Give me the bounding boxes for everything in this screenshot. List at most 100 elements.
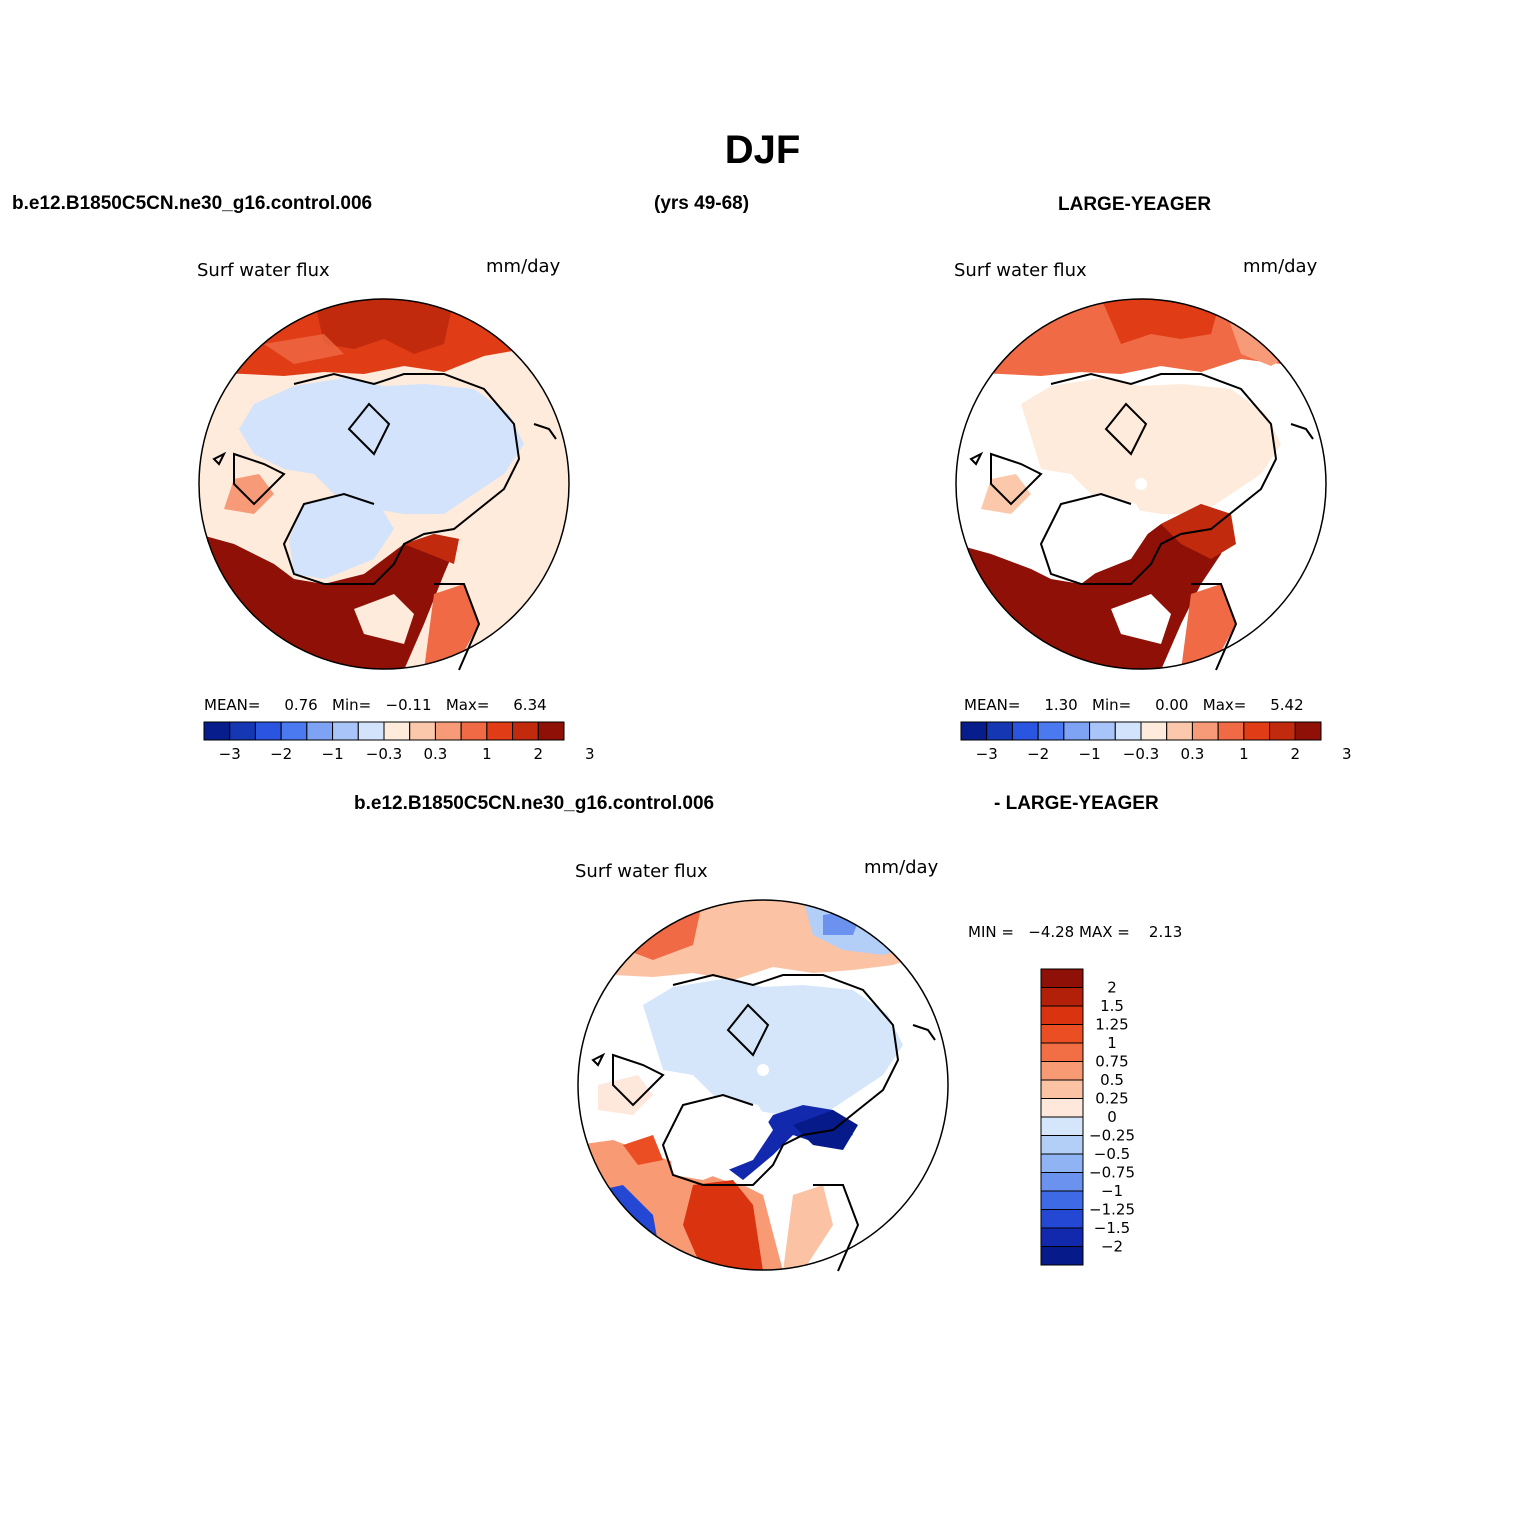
colorbar-tick-label: −0.5 <box>1094 1145 1130 1163</box>
colorbar-tick-label: 0 <box>1107 1108 1117 1126</box>
colorbar-swatch <box>1294 721 1322 741</box>
colorbar-swatch <box>1063 721 1091 741</box>
colorbar-swatch <box>203 721 231 741</box>
min-value: −4.28 <box>1028 923 1075 941</box>
colorbar-tick-label: 2 <box>1107 979 1117 997</box>
figure-title: DJF <box>724 128 801 172</box>
colorbar-swatch <box>1040 968 1084 988</box>
colorbar-tick-label: 1 <box>1107 1034 1117 1052</box>
colorbar-swatch <box>1040 987 1084 1007</box>
colorbar-swatch <box>1040 1246 1084 1266</box>
variable-label: Surf water flux <box>197 260 330 281</box>
colorbar-swatch <box>1166 721 1193 741</box>
colorbar-swatch <box>306 721 334 741</box>
colorbar-tick-label: 0.3 <box>423 745 447 763</box>
colorbar-swatch <box>254 721 282 741</box>
colorbar-swatch <box>1269 721 1296 741</box>
min-label: Min= <box>1092 696 1132 714</box>
colorbar-swatch <box>1040 1209 1084 1229</box>
mean-label: MEAN= <box>964 696 1021 714</box>
colorbar-swatch <box>1243 721 1271 741</box>
colorbar-tick-label: 2 <box>1291 745 1301 763</box>
colorbar-swatch <box>229 721 256 741</box>
max-label: MAX = <box>1079 923 1130 941</box>
colorbar-obs: −3 −2 −1 −0.3 0.3 1 2 3 <box>960 721 1351 763</box>
colorbar-tick-label: 1.5 <box>1100 997 1124 1015</box>
colorbar-swatch <box>537 721 565 741</box>
colorbar-swatch <box>1040 1153 1084 1173</box>
polar-map-obs <box>955 298 1327 671</box>
colorbar-swatch <box>434 721 462 741</box>
colorbar-tick-label: 1 <box>482 745 492 763</box>
units-label: mm/day <box>1243 256 1318 277</box>
colorbar-swatch <box>1040 1116 1084 1136</box>
diff-case-label: b.e12.B1850C5CN.ne30_g16.control.006 <box>354 793 715 814</box>
colorbar-tick-label: 0.25 <box>1095 1090 1128 1108</box>
max-value: 6.34 <box>513 696 547 714</box>
colorbar-tick-label: −2 <box>270 745 292 763</box>
colorbar-swatch <box>1040 1005 1084 1025</box>
colorbar-tick-label: −1.5 <box>1094 1219 1130 1237</box>
colorbar-tick-label: 3 <box>585 745 595 763</box>
colorbar-tick-label: 0.75 <box>1095 1053 1128 1071</box>
colorbar-swatch <box>1089 721 1116 741</box>
colorbar-swatch <box>986 721 1013 741</box>
colorbar-swatch <box>1140 721 1168 741</box>
case-label: b.e12.B1850C5CN.ne30_g16.control.006 <box>12 193 373 214</box>
colorbar-swatch <box>1040 1190 1084 1210</box>
variable-label: Surf water flux <box>575 861 708 882</box>
colorbar-tick-label: −3 <box>976 745 998 763</box>
colorbar-tick-label: −2 <box>1101 1238 1123 1256</box>
colorbar-swatch <box>409 721 436 741</box>
colorbar-tick-label: −0.75 <box>1089 1164 1135 1182</box>
diff-obs-label: - LARGE-YEAGER <box>994 793 1159 814</box>
units-label: mm/day <box>486 256 561 277</box>
colorbar-swatch <box>1114 721 1142 741</box>
colorbar-tick-label: −0.3 <box>366 745 402 763</box>
colorbar-swatch <box>1011 721 1039 741</box>
polar-map-diff <box>577 899 949 1272</box>
colorbar-tick-label: −1.25 <box>1089 1201 1135 1219</box>
colorbar-tick-label: −0.25 <box>1089 1127 1135 1145</box>
colorbar-tick-label: −1 <box>1079 745 1101 763</box>
colorbar-tick-label: 0.3 <box>1180 745 1204 763</box>
colorbar-swatch <box>357 721 385 741</box>
stats-diff: MIN = −4.28 MAX = 2.13 <box>968 923 1182 941</box>
mean-value: 1.30 <box>1044 696 1078 714</box>
max-value: 2.13 <box>1148 923 1183 941</box>
stats-obs: MEAN= 1.30 Min= 0.00 Max= 5.42 <box>964 696 1304 714</box>
colorbar-tick-label: −1 <box>322 745 344 763</box>
colorbar-swatch <box>960 721 988 741</box>
colorbar-tick-label: 1 <box>1239 745 1249 763</box>
colorbar-diff: 21.51.2510.750.50.250−0.25−0.5−0.75−1−1.… <box>1040 968 1135 1266</box>
years-label: (yrs 49-68) <box>654 193 750 214</box>
colorbar-tick-label: −0.3 <box>1123 745 1159 763</box>
colorbar-swatch <box>486 721 514 741</box>
colorbar-tick-label: 3 <box>1342 745 1352 763</box>
max-value: 5.42 <box>1270 696 1304 714</box>
colorbar-tick-label: 0.5 <box>1100 1071 1124 1089</box>
min-value: −0.11 <box>385 696 432 714</box>
colorbar-tick-label: 2 <box>534 745 544 763</box>
colorbar-swatch <box>1217 721 1245 741</box>
mean-value: 0.76 <box>284 696 318 714</box>
units-label: mm/day <box>864 857 939 878</box>
colorbar-swatch <box>1191 721 1219 741</box>
max-label: Max= <box>1202 696 1247 714</box>
variable-label: Surf water flux <box>954 260 1087 281</box>
colorbar-swatch <box>1040 1227 1084 1247</box>
colorbar-swatch <box>1040 1098 1084 1118</box>
colorbar-swatch <box>460 721 488 741</box>
colorbar-swatch <box>332 721 359 741</box>
colorbar-swatch <box>1040 1024 1084 1044</box>
colorbar-swatch <box>1040 1079 1084 1099</box>
colorbar-model: −3 −2 −1 −0.3 0.3 1 2 3 <box>203 721 594 763</box>
stats-model: MEAN= 0.76 Min= −0.11 Max= 6.34 <box>204 696 547 714</box>
colorbar-swatch <box>1040 1135 1084 1155</box>
colorbar-swatch <box>1040 1172 1084 1192</box>
colorbar-swatch <box>1040 1061 1084 1081</box>
polar-map-model <box>198 298 570 671</box>
mean-label: MEAN= <box>204 696 261 714</box>
colorbar-tick-label: −1 <box>1101 1182 1123 1200</box>
colorbar-tick-label: −2 <box>1027 745 1049 763</box>
